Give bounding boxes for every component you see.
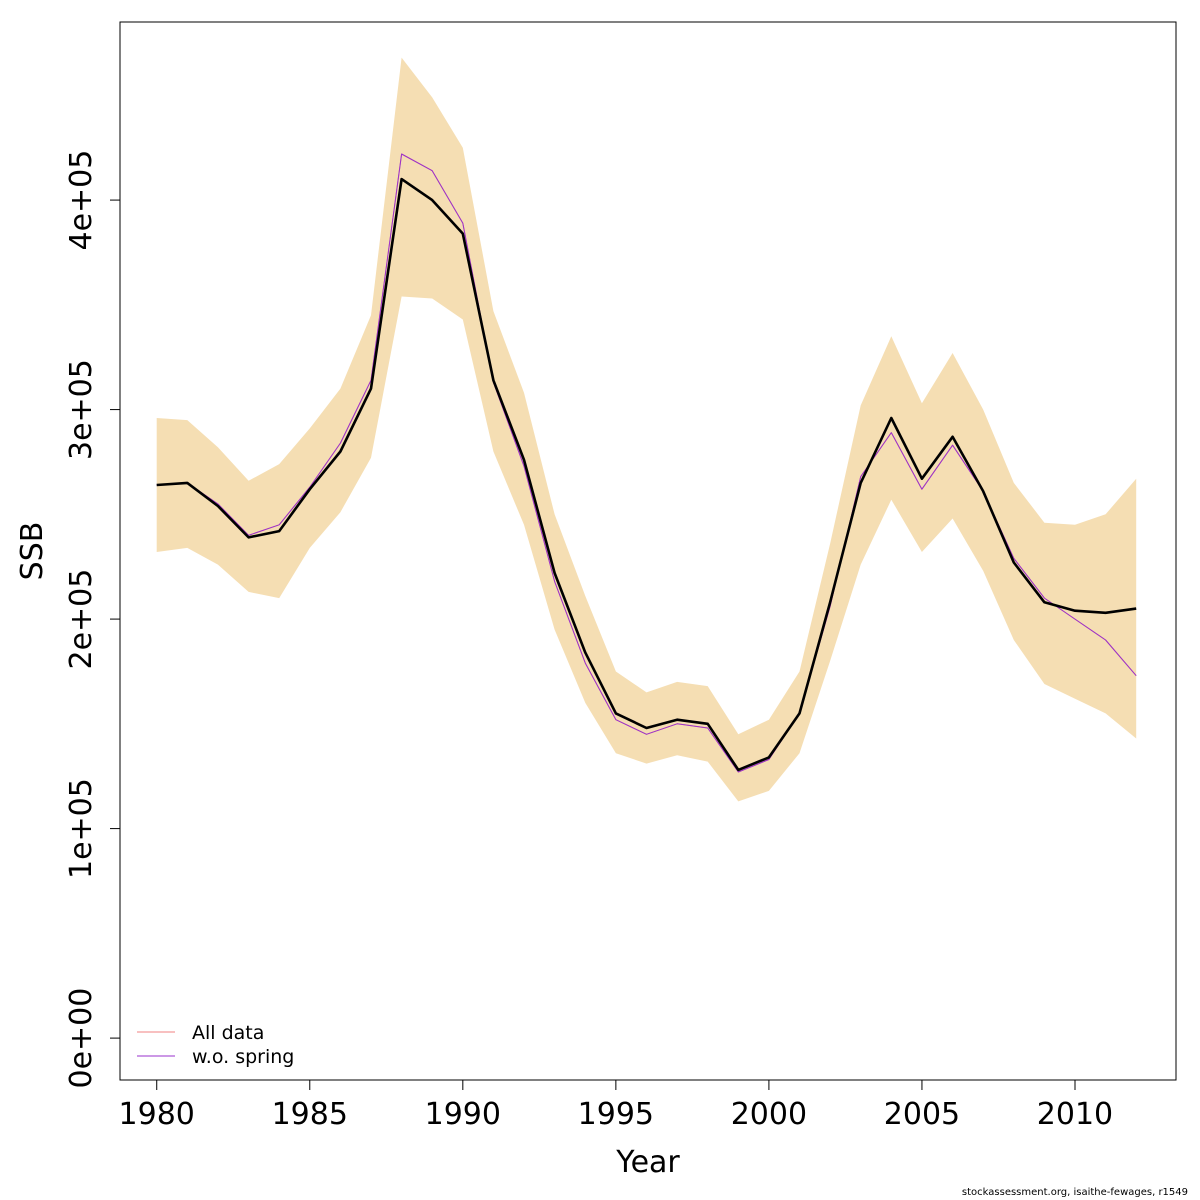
- y-tick-label: 4e+05: [64, 150, 99, 251]
- series-line-layer: [156, 153, 1137, 773]
- confidence-band-layer: [156, 57, 1137, 802]
- x-tick-label: 2000: [731, 1097, 807, 1132]
- confidence-band: [156, 57, 1137, 802]
- x-tick-label: 1995: [578, 1097, 654, 1132]
- x-tick-label: 1985: [272, 1097, 348, 1132]
- series-line-wo-spring: [156, 153, 1137, 773]
- y-tick-label: 3e+05: [64, 359, 99, 460]
- x-tick-label: 2005: [884, 1097, 960, 1132]
- x-tick-label: 2010: [1037, 1097, 1113, 1132]
- footer-credit: stockassessment.org, isaithe-fewages, r1…: [961, 1187, 1188, 1198]
- x-axis-title: Year: [615, 1145, 680, 1180]
- y-tick-label: 0e+00: [64, 988, 99, 1089]
- x-tick-label: 1990: [425, 1097, 501, 1132]
- legend-label: w.o. spring: [192, 1046, 294, 1068]
- y-tick-label: 2e+05: [64, 569, 99, 670]
- y-axis-title: SSB: [15, 522, 50, 581]
- x-axis: 1980 1985 1990 1995 2000 2005 2010: [119, 1079, 1113, 1132]
- series-line-main: [156, 177, 1137, 772]
- y-axis: 0e+00 1e+05 2e+05 3e+05 4e+05: [64, 150, 121, 1089]
- legend-label: All data: [192, 1022, 264, 1044]
- x-tick-label: 1980: [119, 1097, 195, 1132]
- y-tick-label: 1e+05: [64, 778, 99, 879]
